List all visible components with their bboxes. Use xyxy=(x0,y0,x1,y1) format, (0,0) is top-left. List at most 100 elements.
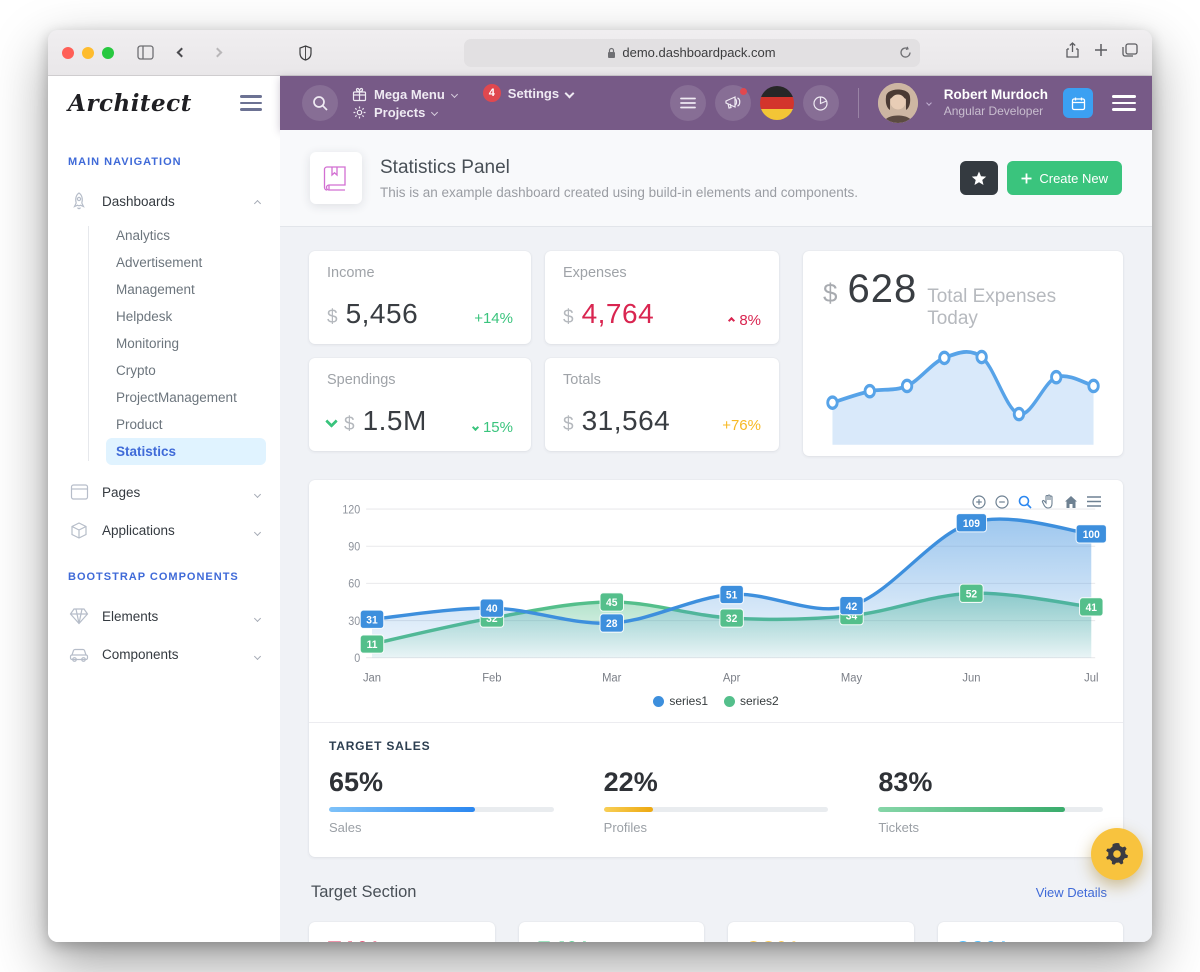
sidebar: Architect MAIN NAVIGATION Dashboards Ana… xyxy=(48,76,280,942)
target-sales-item-sales: 65% Sales xyxy=(329,767,554,835)
spendings-value: 1.5M xyxy=(362,405,427,436)
svg-text:Apr: Apr xyxy=(723,670,741,685)
star-icon xyxy=(972,171,987,185)
calendar-button[interactable] xyxy=(1063,88,1093,118)
sidebar-item-applications[interactable]: Applications xyxy=(68,511,266,549)
zoom-out-icon[interactable] xyxy=(995,494,1009,509)
lock-icon xyxy=(608,47,616,58)
sidebar-item-management[interactable]: Management xyxy=(116,282,195,297)
monthly-area-chart[interactable]: 120 90 60 30 0 11 32 45 32 34 52 41 31 40 28 51 42 109 100… xyxy=(329,494,1107,690)
svg-text:11: 11 xyxy=(367,639,378,652)
sidebar-item-components[interactable]: Components xyxy=(68,635,266,673)
sidebar-item-elements[interactable]: Elements xyxy=(68,597,266,635)
sidebar-toggle-icon[interactable] xyxy=(132,40,158,66)
sidebar-item-statistics[interactable]: Statistics xyxy=(106,438,266,465)
sidebar-item-pages[interactable]: Pages xyxy=(68,473,266,511)
legend-dot xyxy=(724,695,735,707)
settings-dropdown[interactable]: 4 Settings xyxy=(482,84,575,102)
svg-text:Mar: Mar xyxy=(602,670,621,685)
legend-dot xyxy=(653,695,665,707)
create-new-button[interactable]: Create New xyxy=(1007,161,1122,195)
tab-overview-icon[interactable] xyxy=(1122,42,1138,63)
sidebar-collapse-icon[interactable] xyxy=(240,95,262,111)
sidebar-item-monitoring[interactable]: Monitoring xyxy=(116,336,180,351)
totals-label: Totals xyxy=(563,372,601,388)
stats-menu-button[interactable] xyxy=(802,85,839,121)
page-title-bar: Statistics Panel This is an example dash… xyxy=(280,130,1152,227)
user-avatar[interactable] xyxy=(877,83,918,123)
sidebar-item-crypto[interactable]: Crypto xyxy=(116,363,156,378)
nav-section-heading: BOOTSTRAP COMPONENTS xyxy=(68,571,239,583)
income-label: Income xyxy=(327,265,375,281)
legend-series1[interactable]: series1 xyxy=(653,694,708,708)
selection-zoom-icon[interactable] xyxy=(1018,495,1032,509)
projects-dropdown[interactable]: Projects xyxy=(352,105,457,120)
sales-label: Sales xyxy=(329,820,362,835)
chart-menu-icon[interactable] xyxy=(1087,496,1101,507)
view-details-link[interactable]: View Details xyxy=(1035,885,1107,900)
close-window-button[interactable] xyxy=(62,46,74,59)
sidebar-item-product[interactable]: Product xyxy=(116,417,163,432)
language-flag-germany[interactable] xyxy=(759,86,794,120)
sidebar-item-projectmanagement[interactable]: ProjectManagement xyxy=(116,390,237,405)
box-icon xyxy=(68,521,90,540)
profiles-percent: 22% xyxy=(603,767,658,797)
search-button[interactable] xyxy=(302,85,338,121)
new-tab-icon[interactable] xyxy=(1094,43,1108,62)
mega-menu-dropdown[interactable]: Mega Menu xyxy=(352,87,458,102)
pan-icon[interactable] xyxy=(1041,494,1055,509)
favorite-button[interactable] xyxy=(960,161,999,195)
page-title: Statistics Panel xyxy=(380,156,510,178)
page-subtitle: This is an example dashboard created usi… xyxy=(380,184,859,200)
apps-menu-button[interactable] xyxy=(669,85,706,121)
announcements-button[interactable] xyxy=(714,85,751,121)
url-bar[interactable]: demo.dashboardpack.com xyxy=(463,38,920,67)
browser-window: demo.dashboardpack.com Architect xyxy=(48,30,1152,942)
car-icon xyxy=(68,646,90,663)
nav-section-heading: MAIN NAVIGATION xyxy=(68,156,182,168)
sidebar-item-advertisement[interactable]: Advertisement xyxy=(116,255,203,270)
divider xyxy=(857,88,859,118)
zoom-window-button[interactable] xyxy=(102,46,114,59)
income-value: 5,456 xyxy=(345,298,419,329)
reload-icon[interactable] xyxy=(899,46,912,59)
tickets-label: Tickets xyxy=(878,820,920,835)
svg-text:32: 32 xyxy=(726,613,737,626)
rocket-icon xyxy=(68,191,90,211)
header-menu-icon[interactable] xyxy=(1112,95,1136,111)
app-logo[interactable]: Architect xyxy=(68,89,192,117)
notifications-badge: 4 xyxy=(482,84,501,102)
sidebar-item-helpdesk[interactable]: Helpdesk xyxy=(116,309,173,324)
legend-series2[interactable]: series2 xyxy=(724,694,779,708)
chevron-down-icon xyxy=(253,609,262,624)
totals-delta: +76% xyxy=(722,417,761,434)
back-button[interactable] xyxy=(168,40,194,66)
home-icon[interactable] xyxy=(1064,495,1078,509)
share-icon[interactable] xyxy=(1065,41,1080,64)
expenses-card: Expenses $ 4,764 8% xyxy=(545,251,779,344)
browser-window-icon xyxy=(68,483,90,501)
spendings-delta: 15% xyxy=(471,419,513,436)
target-sales-heading: TARGET SALES xyxy=(329,739,431,753)
target-sales-item-profiles: 22% Profiles xyxy=(603,767,829,835)
target-card-percent: 89% xyxy=(956,936,1106,942)
spendings-label: Spendings xyxy=(327,372,396,388)
target-card-percent: 54% xyxy=(537,936,687,942)
sidebar-item-label: Dashboards xyxy=(102,193,175,209)
user-role: Angular Developer xyxy=(943,103,1044,118)
privacy-shield-icon[interactable] xyxy=(292,40,318,66)
monthly-chart-card: 120 90 60 30 0 11 32 45 32 34 52 41 31 40 28 51 42 109 100… xyxy=(309,480,1123,857)
svg-text:May: May xyxy=(841,670,862,685)
forward-button[interactable] xyxy=(204,40,230,66)
trend-down-icon xyxy=(325,414,338,428)
currency-symbol: $ xyxy=(327,307,338,328)
sidebar-item-dashboards[interactable]: Dashboards xyxy=(68,182,266,220)
minimize-window-button[interactable] xyxy=(82,46,94,59)
settings-label: Settings xyxy=(507,85,560,101)
url-text: demo.dashboardpack.com xyxy=(622,45,776,60)
sidebar-item-analytics[interactable]: Analytics xyxy=(116,228,171,243)
tickets-percent: 83% xyxy=(878,767,933,797)
zoom-in-icon[interactable] xyxy=(972,494,986,509)
svg-text:51: 51 xyxy=(726,589,737,602)
theme-settings-fab[interactable] xyxy=(1091,828,1143,880)
